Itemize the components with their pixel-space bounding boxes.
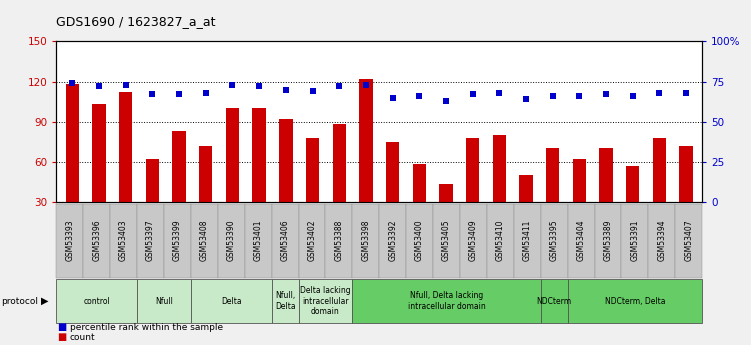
Bar	[412, 165, 426, 242]
Point	[119, 82, 131, 88]
Point	[627, 93, 639, 99]
Text: GSM53409: GSM53409	[469, 220, 478, 262]
Point	[93, 83, 105, 89]
Point	[306, 88, 318, 94]
Text: control: control	[83, 296, 110, 306]
Text: ■: ■	[57, 322, 66, 332]
Text: GSM53392: GSM53392	[388, 220, 397, 262]
Text: Nfull, Delta lacking
intracellular domain: Nfull, Delta lacking intracellular domai…	[408, 291, 485, 311]
Bar	[466, 138, 479, 242]
Text: GSM53404: GSM53404	[577, 220, 586, 262]
Bar	[573, 159, 586, 242]
Text: GSM53398: GSM53398	[361, 220, 370, 262]
Point	[440, 98, 452, 104]
Text: count: count	[70, 333, 95, 342]
Point	[493, 90, 505, 96]
Text: Nfull: Nfull	[155, 296, 173, 306]
Bar	[252, 108, 266, 242]
Text: GSM53399: GSM53399	[173, 220, 182, 262]
Point	[360, 82, 372, 88]
Bar	[119, 92, 132, 242]
Text: GSM53401: GSM53401	[254, 220, 263, 262]
Bar	[680, 146, 693, 242]
Bar	[653, 138, 666, 242]
Point	[253, 83, 265, 89]
Text: GSM53396: GSM53396	[92, 220, 101, 262]
Text: GSM53391: GSM53391	[630, 220, 639, 262]
Point	[520, 96, 532, 102]
Bar	[439, 185, 453, 242]
Bar	[279, 119, 293, 242]
Text: ■: ■	[57, 332, 66, 342]
Text: GSM53395: GSM53395	[550, 220, 559, 262]
Text: GSM53390: GSM53390	[227, 220, 236, 262]
Bar	[226, 108, 239, 242]
Text: GSM53405: GSM53405	[442, 220, 451, 262]
Text: GSM53400: GSM53400	[415, 220, 424, 262]
Point	[333, 83, 345, 89]
Point	[574, 93, 586, 99]
Bar	[546, 148, 559, 242]
Text: percentile rank within the sample: percentile rank within the sample	[70, 323, 223, 332]
Text: Nfull,
Delta: Nfull, Delta	[275, 291, 295, 311]
Text: GSM53403: GSM53403	[119, 220, 128, 262]
Bar	[386, 142, 400, 242]
Text: GSM53397: GSM53397	[146, 220, 155, 262]
Point	[653, 90, 665, 96]
Bar	[333, 124, 346, 242]
Point	[680, 90, 692, 96]
Text: ▶: ▶	[41, 296, 48, 306]
Text: GSM53406: GSM53406	[281, 220, 290, 262]
Point	[413, 93, 425, 99]
Text: GSM53410: GSM53410	[496, 220, 505, 262]
Bar	[520, 175, 532, 242]
Point	[200, 90, 212, 96]
Text: GSM53394: GSM53394	[657, 220, 666, 262]
Text: GSM53388: GSM53388	[334, 220, 343, 261]
Text: GSM53411: GSM53411	[523, 220, 532, 261]
Text: GSM53393: GSM53393	[65, 220, 74, 262]
Text: GSM53407: GSM53407	[684, 220, 693, 262]
Text: GSM53408: GSM53408	[200, 220, 209, 262]
Bar	[493, 135, 506, 242]
Text: Delta: Delta	[221, 296, 242, 306]
Bar	[306, 138, 319, 242]
Text: protocol: protocol	[2, 296, 38, 306]
Text: NDCterm: NDCterm	[537, 296, 572, 306]
Bar	[359, 79, 372, 242]
Bar	[626, 166, 639, 242]
Text: NDCterm, Delta: NDCterm, Delta	[605, 296, 665, 306]
Text: GSM53389: GSM53389	[604, 220, 613, 262]
Point	[280, 87, 292, 92]
Bar	[146, 159, 159, 242]
Text: GSM53402: GSM53402	[307, 220, 316, 262]
Bar	[599, 148, 613, 242]
Bar	[199, 146, 213, 242]
Point	[600, 91, 612, 97]
Point	[387, 95, 399, 100]
Text: GDS1690 / 1623827_a_at: GDS1690 / 1623827_a_at	[56, 16, 216, 29]
Bar	[92, 104, 106, 242]
Point	[547, 93, 559, 99]
Point	[466, 91, 478, 97]
Point	[146, 91, 158, 97]
Point	[173, 91, 185, 97]
Point	[227, 82, 239, 88]
Bar	[173, 131, 185, 242]
Bar	[65, 84, 79, 242]
Point	[66, 80, 78, 86]
Text: Delta lacking
intracellular
domain: Delta lacking intracellular domain	[300, 286, 351, 316]
